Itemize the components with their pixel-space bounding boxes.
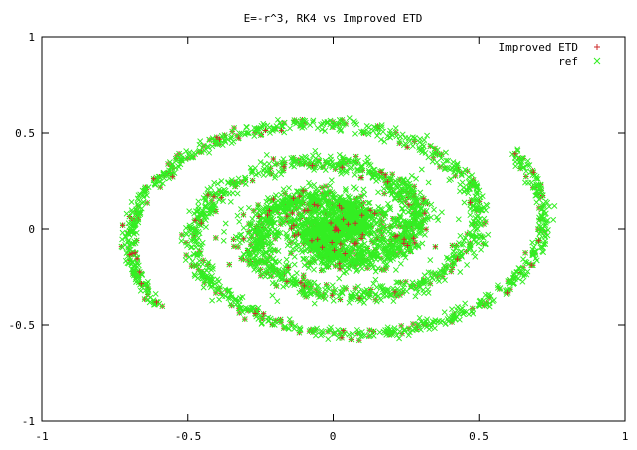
x-tick-label: 0 (330, 430, 337, 443)
legend-label-improved-etd: Improved ETD (499, 41, 578, 54)
data-layer (118, 115, 558, 344)
x-tick-label: -0.5 (175, 430, 202, 443)
chart-title: E=-r^3, RK4 vs Improved ETD (244, 12, 423, 25)
series-improved-etd-points-top (120, 127, 542, 341)
x-tick-label: 1 (622, 430, 629, 443)
legend: Improved ETD ref (499, 41, 601, 68)
legend-marker-cross-icon (593, 57, 601, 65)
y-tick-label: -0.5 (9, 319, 36, 332)
y-tick-label: 1 (28, 31, 35, 44)
legend-label-ref: ref (558, 55, 578, 68)
legend-marker-plus-icon (594, 44, 600, 50)
x-tick-label: -1 (35, 430, 48, 443)
legend-plus-mark (594, 44, 600, 50)
legend-cross-mark (593, 57, 601, 65)
tick-layer (41, 36, 626, 422)
y-tick-label: 0 (28, 223, 35, 236)
y-tick-label: 0.5 (15, 127, 35, 140)
x-tick-label: 0.5 (469, 430, 489, 443)
y-tick-label: -1 (22, 415, 35, 428)
